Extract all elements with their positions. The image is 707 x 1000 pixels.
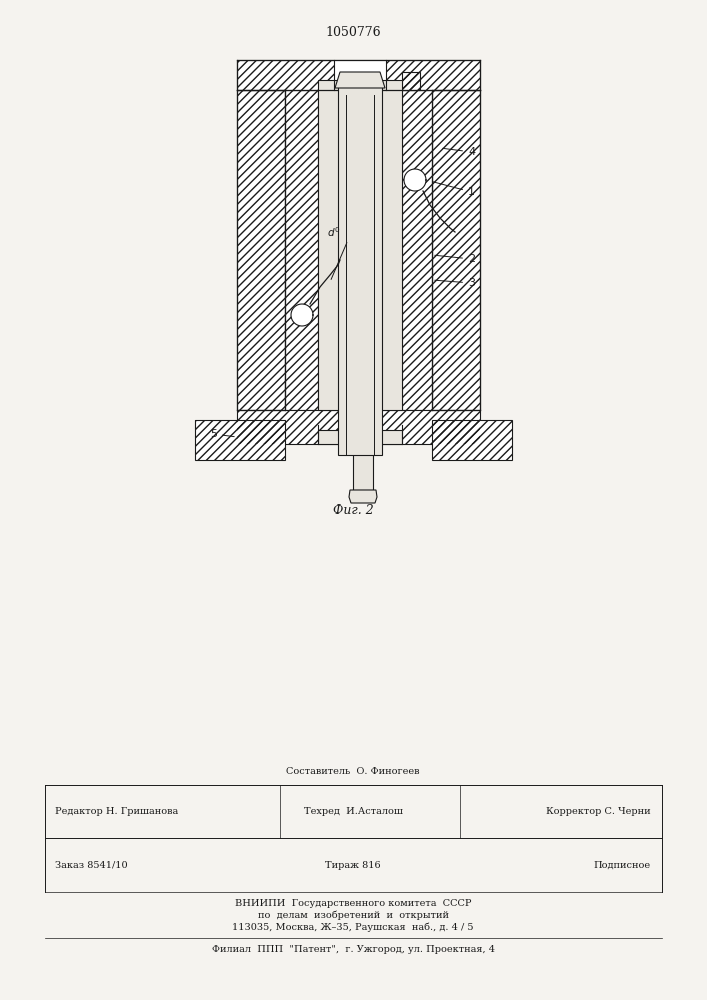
Polygon shape xyxy=(291,304,313,326)
Bar xyxy=(432,90,480,410)
Bar xyxy=(334,60,386,90)
Text: 2: 2 xyxy=(435,254,475,264)
Polygon shape xyxy=(402,72,420,90)
Bar xyxy=(237,410,480,444)
Bar xyxy=(338,80,382,455)
Bar xyxy=(353,444,373,490)
Bar xyxy=(237,410,480,444)
Bar xyxy=(432,420,512,460)
Polygon shape xyxy=(404,169,426,191)
Text: Редактор Н. Гришанова: Редактор Н. Гришанова xyxy=(55,807,178,816)
Text: Заказ 8541/10: Заказ 8541/10 xyxy=(55,860,128,869)
Bar xyxy=(237,90,285,410)
Bar xyxy=(402,90,432,410)
Text: 1: 1 xyxy=(433,182,475,197)
Bar xyxy=(237,60,480,90)
Text: ВНИИПИ  Государственного комитета  СССР: ВНИИПИ Государственного комитета СССР xyxy=(235,898,472,908)
Polygon shape xyxy=(349,490,377,503)
Text: 113035, Москва, Ж–35, Раушская  наб., д. 4 / 5: 113035, Москва, Ж–35, Раушская наб., д. … xyxy=(233,922,474,932)
Polygon shape xyxy=(335,72,385,88)
Bar xyxy=(402,90,432,410)
Text: Филиал  ППП  "Патент",  г. Ужгород, ул. Проектная, 4: Филиал ППП "Патент", г. Ужгород, ул. Про… xyxy=(211,946,494,954)
Text: Фиг. 2: Фиг. 2 xyxy=(332,504,373,516)
Text: Составитель  О. Финогеев: Составитель О. Финогеев xyxy=(286,766,420,776)
Text: 1050776: 1050776 xyxy=(325,25,381,38)
Bar xyxy=(195,420,285,460)
Text: Техред  И.Асталош: Техред И.Асталош xyxy=(303,807,402,816)
Bar xyxy=(237,90,285,410)
Bar xyxy=(432,420,512,460)
Bar xyxy=(195,420,285,460)
Text: Подписное: Подписное xyxy=(594,860,651,869)
Bar xyxy=(318,80,402,410)
Bar xyxy=(318,80,402,410)
Bar xyxy=(285,90,318,410)
Text: Тираж 816: Тираж 816 xyxy=(325,860,381,869)
Text: по  делам  изобретений  и  открытий: по делам изобретений и открытий xyxy=(257,910,448,920)
Text: 5: 5 xyxy=(210,429,234,439)
Text: $d^0$: $d^0$ xyxy=(327,225,341,239)
Text: 3: 3 xyxy=(435,278,475,288)
Bar xyxy=(237,60,480,90)
Bar xyxy=(432,90,480,410)
Text: 4: 4 xyxy=(443,147,475,157)
Text: Корректор С. Черни: Корректор С. Черни xyxy=(547,807,651,816)
Bar xyxy=(318,430,402,444)
Bar xyxy=(285,90,318,410)
